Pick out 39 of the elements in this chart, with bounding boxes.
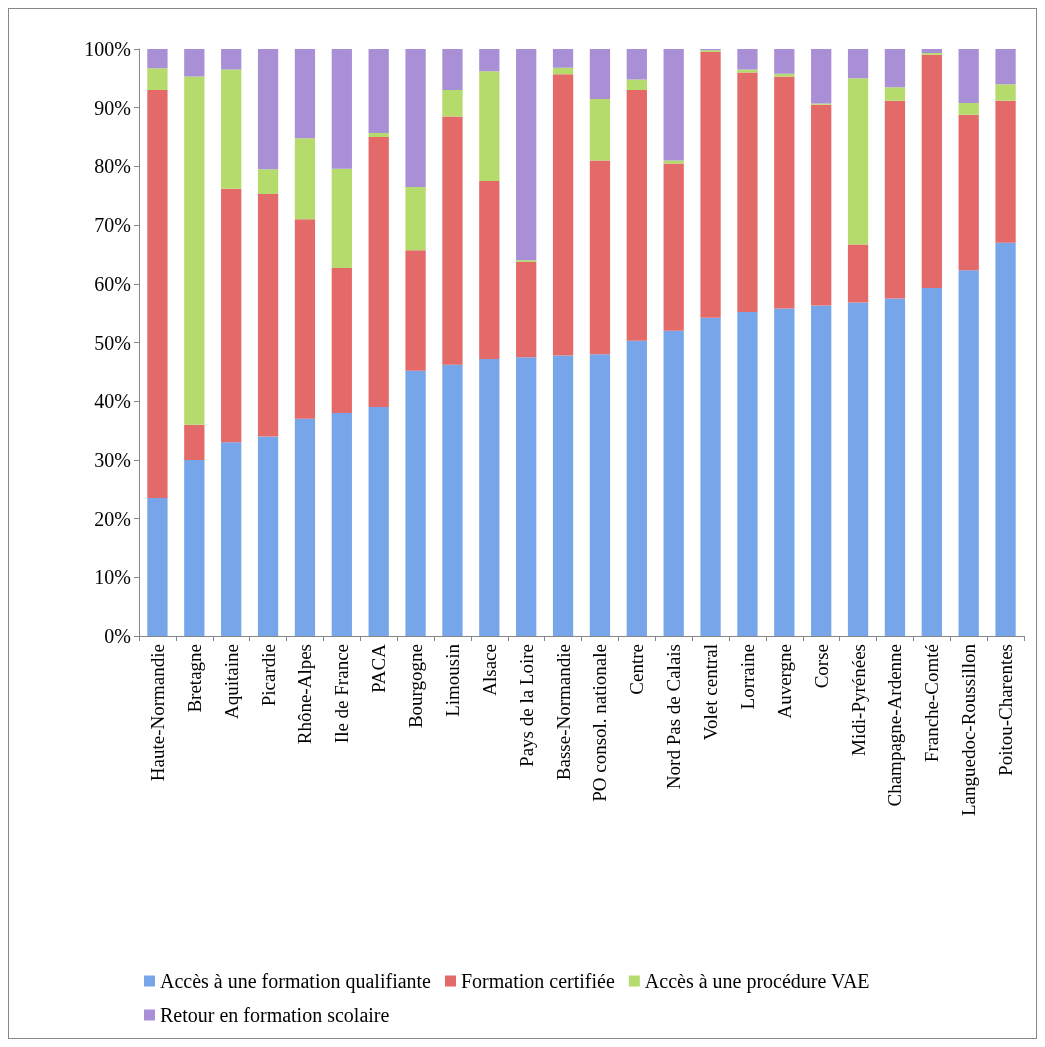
- x-tick-label: Corse: [810, 644, 832, 689]
- legend-label: Accès à une formation qualifiante: [160, 970, 432, 993]
- x-tick-label: Ile de France: [331, 644, 353, 744]
- x-tick-label: Pays de la Loire: [515, 644, 537, 767]
- x-tick-label: Basse-Normandie: [552, 644, 574, 781]
- x-tick-label: Volet central: [700, 644, 722, 741]
- x-tick-label: Champagne-Ardenne: [884, 644, 906, 807]
- x-tick-label: Alsace: [478, 644, 500, 696]
- x-tick-label: PACA: [368, 643, 390, 693]
- y-tick-label: 40%: [94, 390, 131, 413]
- x-tick-label: Rhône-Alpes: [294, 644, 316, 745]
- y-tick-label: 20%: [94, 507, 131, 530]
- y-tick-label: 80%: [94, 155, 131, 178]
- x-tick-label: Poitou-Charentes: [995, 644, 1017, 776]
- y-tick-label: 10%: [94, 566, 131, 589]
- x-tick-label: Haute-Normandie: [146, 644, 168, 782]
- x-tick-label: Nord Pas de Calais: [663, 644, 685, 790]
- x-tick-label: Midi-Pyrénées: [847, 644, 869, 756]
- x-tick-label: Aquitaine: [220, 644, 242, 719]
- y-tick-label: 30%: [94, 448, 131, 471]
- y-tick-label: 0%: [104, 625, 131, 647]
- y-tick-label: 50%: [94, 331, 131, 354]
- legend-label: Retour en formation scolaire: [160, 1004, 390, 1026]
- legend-label: Accès à une procédure VAE: [644, 970, 870, 993]
- y-tick-label: 60%: [94, 272, 131, 295]
- x-tick-label: Bretagne: [183, 644, 205, 713]
- legend-label: Formation certifiée: [461, 970, 615, 992]
- x-tick-label: Limousin: [441, 643, 463, 717]
- x-tick-label: Franche-Comté: [921, 644, 943, 763]
- x-tick-label: Centre: [626, 644, 648, 695]
- x-tick-label: Languedoc-Roussillon: [958, 643, 980, 817]
- x-tick-label: Lorraine: [736, 644, 758, 710]
- y-tick-label: 70%: [94, 214, 131, 237]
- x-tick-label: Auvergne: [773, 644, 795, 719]
- x-tick-label: PO consol. nationale: [589, 644, 611, 802]
- y-tick-label: 90%: [94, 96, 131, 119]
- x-tick-label: Bourgogne: [405, 644, 427, 729]
- x-tick-label: Picardie: [257, 644, 279, 707]
- y-tick-label: 100%: [84, 38, 131, 60]
